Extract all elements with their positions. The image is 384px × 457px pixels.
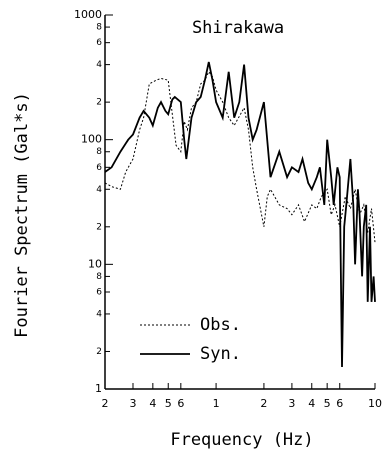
x-tick-label: 1 xyxy=(213,397,220,410)
x-tick-label: 4 xyxy=(149,397,156,410)
x-axis-label: Frequency (Hz) xyxy=(170,430,313,450)
x-tick-label: 5 xyxy=(324,397,331,410)
y-tick-label: 2 xyxy=(96,98,102,108)
y-tick-label: 4 xyxy=(96,185,102,195)
y-tick-label: 8 xyxy=(96,23,102,33)
series-line xyxy=(104,61,376,368)
y-tick-label: 6 xyxy=(96,38,102,48)
chart-title: Shirakawa xyxy=(192,18,284,38)
x-tick-label: 6 xyxy=(336,397,343,410)
x-tick-label: 10 xyxy=(368,397,382,410)
y-tick-label: 10 xyxy=(88,257,102,270)
y-tick-label: 100 xyxy=(81,133,102,146)
y-tick-label: 4 xyxy=(96,60,102,70)
x-tick-label: 2 xyxy=(260,397,267,410)
x-tick-label: 6 xyxy=(177,397,184,410)
x-tick-label: 2 xyxy=(102,397,109,410)
legend-label: Syn. xyxy=(200,344,241,364)
x-tick-label: 4 xyxy=(308,397,315,410)
x-tick-label: 5 xyxy=(165,397,172,410)
y-tick-label: 4 xyxy=(96,309,102,319)
legend-label: Obs. xyxy=(200,315,241,335)
series-line xyxy=(104,70,376,243)
y-tick-label: 8 xyxy=(96,272,102,282)
y-tick-label: 1000 xyxy=(74,8,102,21)
x-tick-label: 3 xyxy=(129,397,136,410)
x-tick-label: 3 xyxy=(288,397,295,410)
y-tick-label: 2 xyxy=(96,222,102,232)
y-tick-label: 1 xyxy=(95,382,102,395)
y-tick-label: 6 xyxy=(96,287,102,297)
y-tick-label: 6 xyxy=(96,163,102,173)
y-axis-label: Fourier Spectrum (Gal*s) xyxy=(12,92,32,338)
y-tick-label: 2 xyxy=(96,347,102,357)
y-tick-label: 8 xyxy=(96,147,102,157)
